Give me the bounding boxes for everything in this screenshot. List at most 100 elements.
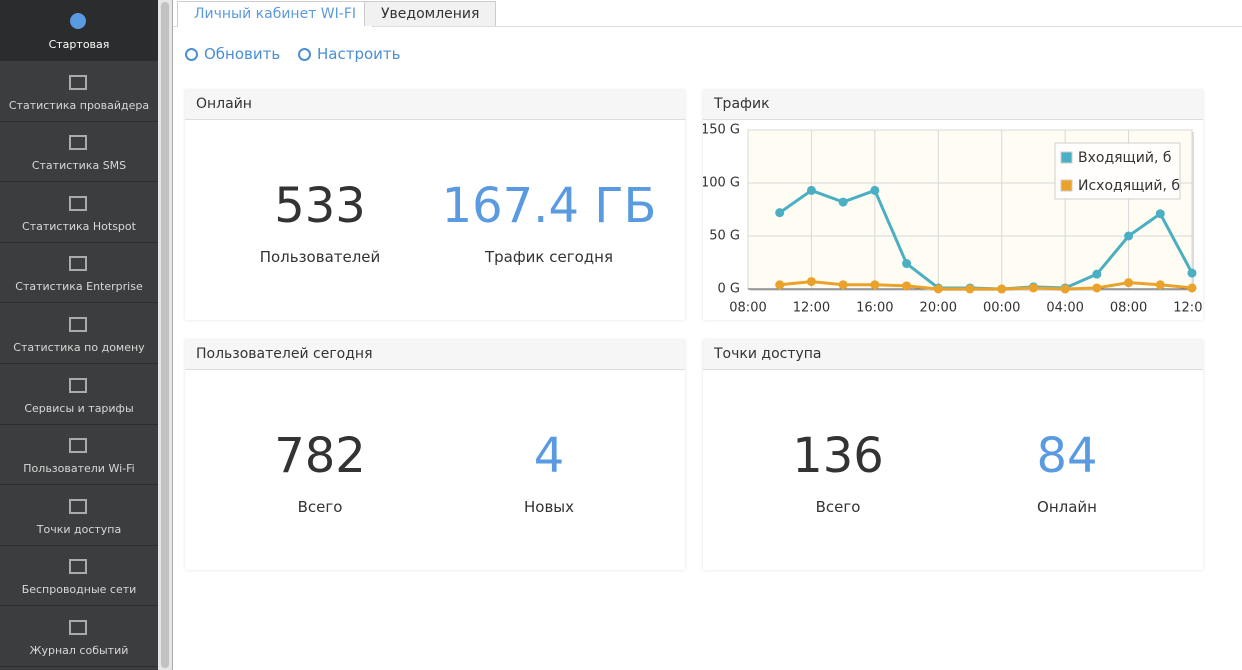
legend-label: Исходящий, б	[1078, 178, 1180, 194]
data-point	[775, 280, 785, 290]
icon-shape	[69, 256, 87, 272]
panel-header: Точки доступа	[703, 340, 1203, 370]
data-point	[1124, 231, 1134, 241]
nav-label: Статистика Enterprise	[15, 280, 143, 294]
stat-label: Пользователей	[259, 248, 381, 266]
nav-icon	[69, 317, 87, 332]
stat-value: 533	[274, 178, 366, 234]
nav-label: Журнал событий	[29, 644, 129, 657]
x-tick-label: 08:00	[729, 301, 766, 316]
nav-item[interactable]: Статистика Enterprise	[0, 242, 158, 304]
data-point	[1028, 283, 1038, 293]
data-point	[1187, 283, 1197, 293]
data-point	[806, 185, 816, 195]
y-tick-label: 50 G	[709, 229, 740, 244]
icon-shape	[69, 559, 87, 575]
nav-icon	[69, 135, 87, 151]
legend-label: Входящий, б	[1078, 150, 1171, 166]
nav-label: Точки доступа	[36, 522, 122, 536]
legend-swatch	[1060, 151, 1073, 164]
stat-label: Всего	[297, 498, 343, 516]
stat-label: Новых	[523, 498, 575, 516]
nav-item[interactable]: Пользователи Wi-Fi	[0, 424, 158, 486]
toolbar-icon	[298, 48, 311, 61]
icon-shape	[69, 620, 87, 635]
nav-label: Статистика провайдера	[8, 98, 150, 112]
x-tick-label: 20:00	[920, 301, 957, 316]
tab-bar	[173, 26, 1242, 27]
nav-icon	[69, 620, 87, 635]
nav-icon	[69, 256, 87, 272]
data-point	[1092, 269, 1102, 279]
nav-item[interactable]: Точки доступа	[0, 485, 158, 546]
icon-shape	[69, 317, 87, 332]
nav-item[interactable]: Журнал событий	[0, 606, 158, 667]
data-point	[1124, 278, 1134, 288]
x-tick-label: 16:00	[856, 301, 893, 316]
data-point	[1155, 280, 1165, 290]
data-point	[965, 284, 975, 294]
data-point	[902, 259, 912, 269]
icon-shape	[69, 498, 87, 514]
scrollbar[interactable]	[158, 0, 173, 670]
scroll-thumb[interactable]	[161, 2, 169, 668]
icon-shape	[69, 74, 87, 90]
data-point	[933, 284, 943, 294]
nav-icon	[70, 13, 86, 29]
data-point	[838, 197, 848, 207]
icon-shape	[69, 195, 87, 211]
panel: Трафик 0 G 50 G 100 G 150 G 08:00 12:00 16:00 20…	[703, 90, 1203, 320]
legend-box	[1054, 142, 1181, 200]
panel-header: Онлайн	[185, 90, 685, 120]
sidebar: Стартовая Статистика провайдера Статистика…	[0, 0, 158, 670]
data-point	[1155, 209, 1165, 219]
stat-label: Трафик сегодня	[484, 248, 613, 266]
panel-header: Трафик	[703, 90, 1203, 120]
data-point	[775, 208, 785, 218]
nav-item[interactable]: Статистика Hotspot	[0, 182, 158, 243]
data-point	[838, 280, 848, 290]
data-point	[1092, 283, 1102, 293]
tab[interactable]: Уведомления	[364, 1, 497, 26]
nav-label: Сервисы и тарифы	[24, 401, 134, 415]
stat-value: 84	[1036, 428, 1098, 484]
stat-value: 167.4 ГБ	[441, 178, 657, 234]
data-point	[902, 281, 912, 291]
panel: Пользователей сегодня 782 Всего 4 Новых	[185, 340, 685, 570]
x-tick-label: 12:00	[1173, 301, 1203, 316]
nav-icon	[69, 74, 87, 90]
nav-icon	[69, 377, 87, 393]
y-tick-label: 100 G	[703, 176, 740, 191]
x-tick-label: 08:00	[1110, 301, 1147, 316]
nav-item[interactable]: Стартовая	[0, 0, 158, 61]
nav-item[interactable]: Статистика провайдера	[0, 61, 158, 122]
nav-item[interactable]: Беспроводные сети	[0, 545, 158, 607]
stat-value: 4	[533, 428, 565, 484]
icon-shape	[70, 13, 86, 29]
data-point	[870, 280, 880, 290]
nav-icon	[69, 498, 87, 514]
nav-item[interactable]: Сервисы и тарифы	[0, 364, 158, 425]
tab[interactable]: Личный кабинет WI-FI	[177, 1, 373, 27]
stat-value: 136	[792, 428, 884, 484]
panel: Онлайн 533 Пользователей 167.4 ГБ Трафик сег…	[185, 90, 685, 320]
nav-label: Статистика Hotspot	[22, 219, 136, 233]
stat-label: Онлайн	[1037, 498, 1097, 516]
x-tick-label: 00:00	[983, 301, 1020, 316]
toolbar-button[interactable]: Обновить	[204, 45, 281, 63]
nav-item[interactable]: Статистика SMS	[0, 121, 158, 183]
toolbar-icon	[185, 48, 198, 61]
nav-label: Статистика SMS	[31, 159, 127, 173]
nav-icon	[69, 195, 87, 211]
data-point	[997, 284, 1007, 294]
panel-header: Пользователей сегодня	[185, 340, 685, 370]
nav-item[interactable]: Статистика по домену	[0, 303, 158, 364]
toolbar-button[interactable]: Настроить	[317, 45, 401, 63]
nav-label: Статистика по домену	[13, 341, 145, 354]
chart: 0 G 50 G 100 G 150 G 08:00 12:00 16:00 20:00 00:…	[703, 123, 1203, 316]
nav-label: Беспроводные сети	[21, 583, 137, 597]
legend-swatch	[1060, 179, 1073, 192]
data-point	[870, 185, 880, 195]
data-point	[806, 277, 816, 287]
